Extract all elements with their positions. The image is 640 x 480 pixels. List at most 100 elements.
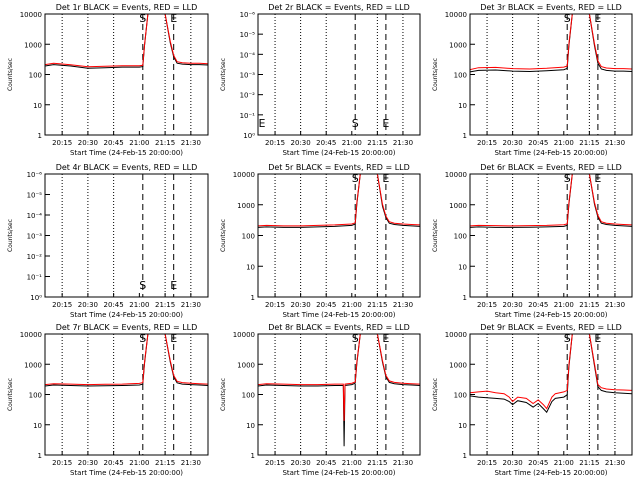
- interval-marker-label: S: [352, 332, 359, 345]
- y-tick-label: 1: [463, 132, 467, 140]
- y-tick-label: 10⁻⁴: [27, 212, 43, 220]
- x-axis-label: Start Time (24-Feb-15 20:00:00): [282, 311, 395, 319]
- y-tick-label: 100: [29, 72, 42, 80]
- y-tick-label: 100: [454, 233, 467, 241]
- x-tick-label: 20:45: [104, 139, 124, 147]
- x-tick-label: 21:30: [181, 301, 201, 309]
- y-tick-label: 10: [458, 422, 467, 430]
- y-tick-label: 10: [246, 263, 255, 271]
- y-tick-label: 10000: [445, 331, 467, 339]
- x-tick-label: 20:45: [528, 459, 548, 467]
- series-group: [258, 174, 420, 228]
- plot-frame: [257, 13, 421, 136]
- panel-title: Det 9r BLACK = Events, RED = LLD: [480, 323, 622, 332]
- detector-panel: Det 9r BLACK = Events, RED = LLD Start Ti…: [432, 323, 633, 477]
- x-tick-label: 21:30: [605, 139, 625, 147]
- interval-marker-label: E: [594, 332, 601, 345]
- x-tick-label: 20:15: [265, 459, 285, 467]
- y-tick-label: 1000: [237, 361, 255, 369]
- x-tick-label: 20:30: [503, 459, 523, 467]
- x-tick-label: 21:15: [367, 459, 387, 467]
- plot-frame: [469, 13, 633, 136]
- y-axis-label: Counts/sec: [220, 378, 227, 411]
- x-tick-label: 21:00: [554, 139, 574, 147]
- x-tick-label: 20:45: [316, 301, 336, 309]
- x-tick-label: 21:15: [367, 139, 387, 147]
- interval-marker-label: E: [170, 332, 177, 345]
- interval-marker-label: E: [382, 332, 389, 345]
- panel-title: Det 6r BLACK = Events, RED = LLD: [480, 163, 622, 172]
- y-tick-label: 10⁻²: [240, 92, 256, 100]
- x-tick-label: 20:15: [477, 301, 497, 309]
- x-tick-label: 20:30: [78, 301, 98, 309]
- plot-frame: [469, 333, 633, 456]
- x-tick-label: 21:30: [393, 301, 413, 309]
- x-tick-label: 20:30: [78, 459, 98, 467]
- series-line-lld: [258, 334, 420, 421]
- y-tick-label: 10⁰: [30, 294, 42, 302]
- detector-panel: Det 4r BLACK = Events, RED = LLD Start Ti…: [7, 163, 209, 319]
- y-axis-label: Counts/sec: [432, 219, 439, 252]
- x-tick-label: 21:15: [579, 301, 599, 309]
- plot-frame: [44, 13, 209, 136]
- y-tick-label: 100: [454, 392, 467, 400]
- y-tick-label: 10000: [445, 171, 467, 179]
- y-tick-label: 10000: [233, 171, 255, 179]
- y-tick-label: 1: [38, 452, 42, 460]
- y-tick-label: 1: [463, 452, 467, 460]
- y-tick-label: 1: [38, 132, 42, 140]
- series-line-lld: [470, 14, 632, 71]
- y-tick-label: 10000: [20, 11, 42, 19]
- detector-panel: Det 7r BLACK = Events, RED = LLD Start Ti…: [7, 323, 209, 477]
- x-tick-label: 20:15: [477, 139, 497, 147]
- x-tick-label: 21:15: [155, 139, 175, 147]
- x-tick-label: 21:00: [129, 301, 149, 309]
- y-tick-label: 1000: [237, 202, 255, 210]
- y-axis-label: Counts/sec: [7, 219, 14, 252]
- y-tick-label: 10⁻³: [27, 233, 43, 241]
- x-tick-label: 20:15: [265, 139, 285, 147]
- y-tick-label: 10⁻⁶: [240, 11, 256, 19]
- y-axis-label: Counts/sec: [7, 58, 14, 91]
- x-tick-label: 21:30: [605, 301, 625, 309]
- interval-marker-label: S: [564, 332, 571, 345]
- x-tick-label: 20:30: [291, 459, 311, 467]
- x-tick-label: 20:30: [503, 139, 523, 147]
- y-axis-label: Counts/sec: [220, 58, 227, 91]
- panel-title: Det 3r BLACK = Events, RED = LLD: [480, 3, 622, 12]
- y-tick-label: 10⁻³: [240, 72, 256, 80]
- series-group: [470, 14, 632, 73]
- x-axis-label: Start Time (24-Feb-15 20:00:00): [282, 469, 395, 477]
- y-tick-label: 100: [454, 72, 467, 80]
- x-axis-label: Start Time (24-Feb-15 20:00:00): [70, 149, 183, 157]
- x-tick-label: 20:30: [78, 139, 98, 147]
- x-axis-label: Start Time (24-Feb-15 20:00:00): [494, 311, 607, 319]
- x-tick-label: 20:15: [52, 301, 72, 309]
- detector-panel: Det 3r BLACK = Events, RED = LLD Start Ti…: [432, 3, 633, 157]
- x-tick-label: 20:45: [104, 459, 124, 467]
- x-tick-label: 21:30: [181, 139, 201, 147]
- detector-panel: Det 2r BLACK = Events, RED = LLD Start Ti…: [220, 3, 421, 157]
- x-tick-label: 21:15: [155, 301, 175, 309]
- x-tick-label: 21:00: [554, 459, 574, 467]
- x-tick-label: 20:45: [316, 139, 336, 147]
- y-tick-label: 100: [29, 392, 42, 400]
- x-tick-label: 20:45: [528, 139, 548, 147]
- detector-panel: Det 6r BLACK = Events, RED = LLD Start Ti…: [432, 163, 633, 319]
- y-tick-label: 1000: [449, 202, 467, 210]
- y-tick-label: 10⁻¹: [27, 274, 43, 282]
- panel-title: Det 4r BLACK = Events, RED = LLD: [56, 163, 198, 172]
- interval-marker-label: E: [382, 172, 389, 185]
- interval-marker-label: E: [594, 12, 601, 25]
- interval-marker-label: S: [352, 172, 359, 185]
- x-tick-label: 21:15: [367, 301, 387, 309]
- x-tick-label: 21:00: [129, 459, 149, 467]
- y-tick-label: 1: [463, 294, 467, 302]
- y-tick-label: 10⁻⁶: [27, 171, 43, 179]
- detector-panel: Det 1r BLACK = Events, RED = LLD Start Ti…: [7, 3, 209, 157]
- y-axis-label: Counts/sec: [7, 378, 14, 411]
- panel-grid: Det 1r BLACK = Events, RED = LLD Start Ti…: [7, 3, 633, 477]
- interval-marker-label: E: [170, 279, 177, 292]
- y-tick-label: 10: [458, 102, 467, 110]
